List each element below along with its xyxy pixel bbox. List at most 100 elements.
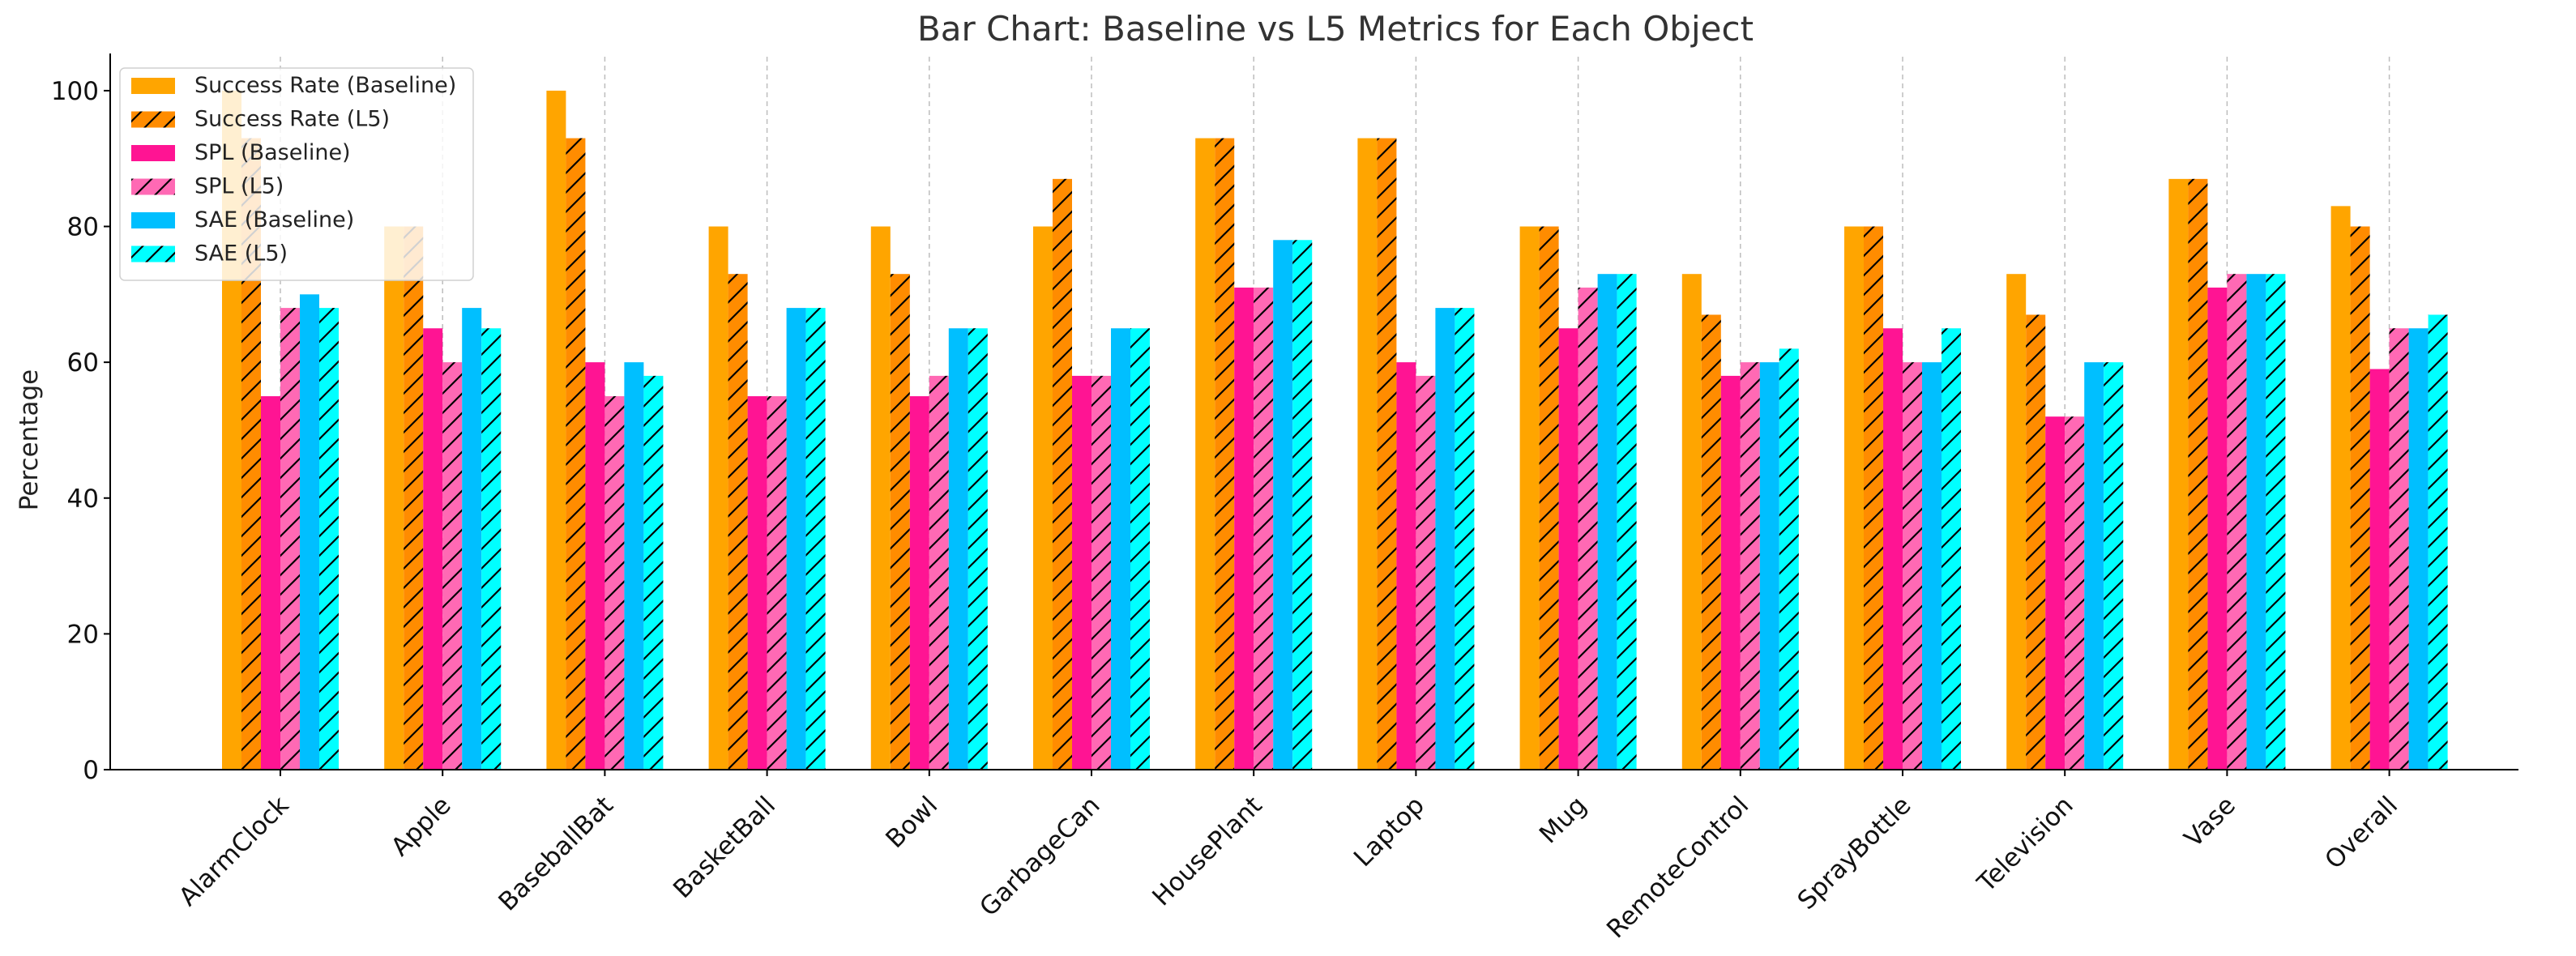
- bar: [546, 90, 566, 770]
- bar-hatch: [2188, 178, 2208, 770]
- bar-hatch: [728, 274, 748, 770]
- bar: [300, 294, 319, 770]
- bar-hatch: [1254, 287, 1274, 770]
- x-tick-label: Bowl: [880, 791, 943, 854]
- legend-label: SAE (Baseline): [194, 207, 354, 233]
- bar-hatch: [1903, 362, 1922, 770]
- bar-hatch: [2266, 274, 2286, 770]
- x-tick-label: Television: [1972, 791, 2079, 898]
- bar: [1435, 308, 1455, 770]
- chart-title: Bar Chart: Baseline vs L5 Metrics for Ea…: [917, 9, 1754, 49]
- bar-hatch: [1617, 274, 1637, 770]
- legend-swatch: [131, 212, 175, 228]
- bar-hatch: [1701, 314, 1721, 770]
- bar: [585, 362, 605, 770]
- x-tick-label: BaseballBat: [493, 791, 618, 916]
- bar: [948, 328, 968, 770]
- x-tick-label: Mug: [1534, 791, 1592, 849]
- legend-label: Success Rate (L5): [194, 107, 390, 132]
- y-tick-label: 100: [51, 77, 99, 106]
- bar: [1396, 362, 1416, 770]
- bar: [1519, 226, 1540, 770]
- bar: [1273, 240, 1293, 770]
- bar: [708, 226, 728, 770]
- bar-hatch: [1215, 138, 1235, 770]
- bar: [1883, 328, 1903, 770]
- bar-hatch: [643, 375, 664, 770]
- x-tick-label: RemoteControl: [1601, 791, 1754, 944]
- legend-box: [119, 67, 474, 281]
- x-tick-label: BasketBall: [668, 791, 781, 904]
- x-tick-label: Overall: [2319, 791, 2403, 875]
- bar: [2207, 287, 2228, 770]
- bar-hatch: [767, 396, 787, 770]
- bar: [1922, 362, 1942, 770]
- bar: [2168, 178, 2189, 770]
- bar: [1195, 138, 1215, 770]
- bar: [2045, 416, 2065, 770]
- bar-hatch: [442, 362, 463, 770]
- legend-swatch-hatch: [131, 245, 175, 262]
- bar-hatch: [566, 138, 586, 770]
- bar-hatch: [1942, 328, 1961, 770]
- bar: [1720, 375, 1741, 770]
- bar: [786, 308, 806, 770]
- bar: [1234, 287, 1254, 770]
- bar-hatch: [1091, 375, 1111, 770]
- bar: [1033, 226, 1053, 770]
- bar-hatch: [1539, 226, 1559, 770]
- bar-hatch: [1779, 348, 1799, 770]
- y-tick-label: 40: [67, 484, 99, 514]
- x-tick-label: GarbageCan: [974, 791, 1105, 922]
- bar-hatch: [805, 308, 826, 770]
- bar-hatch: [890, 274, 910, 770]
- bar: [2246, 274, 2266, 770]
- legend-swatch: [131, 78, 175, 94]
- bar-hatch: [1740, 362, 1760, 770]
- bar: [2408, 328, 2429, 770]
- bar: [2084, 362, 2104, 770]
- bar-hatch: [1130, 328, 1150, 770]
- legend-swatch: [131, 145, 175, 161]
- x-tick-label: SprayBottle: [1792, 791, 1917, 915]
- bar: [1111, 328, 1130, 770]
- legend-label: SPL (Baseline): [194, 140, 351, 165]
- bar: [2330, 206, 2351, 770]
- bar: [1597, 274, 1617, 770]
- legend-swatch-hatch: [131, 178, 175, 195]
- bar-hatch: [319, 308, 339, 770]
- bar-hatch: [1864, 226, 1883, 770]
- legend-label: SAE (L5): [194, 241, 288, 267]
- y-tick-label: 20: [67, 620, 99, 649]
- x-tick-label: AlarmClock: [173, 791, 295, 912]
- bar-hatch: [2428, 314, 2448, 770]
- bar-hatch: [1578, 287, 1598, 770]
- x-tick-label: Apple: [386, 791, 457, 862]
- bar: [1844, 226, 1864, 770]
- bar: [747, 396, 767, 770]
- bar-hatch: [2104, 362, 2124, 770]
- x-tick-label: Laptop: [1348, 791, 1430, 873]
- bar-hatch: [1377, 138, 1397, 770]
- bar: [1558, 328, 1578, 770]
- legend-swatch-hatch: [131, 111, 175, 128]
- x-tick-label: Vase: [2179, 791, 2241, 853]
- y-tick-label: 80: [67, 213, 99, 242]
- bar: [1759, 362, 1779, 770]
- bar: [384, 226, 404, 770]
- bar-hatch: [604, 396, 625, 770]
- bar-hatch: [1292, 240, 1313, 770]
- bar-hatch: [2227, 274, 2247, 770]
- bar-hatch: [1416, 375, 1436, 770]
- y-tick-label: 60: [67, 348, 99, 378]
- bars-layer: [222, 90, 2448, 770]
- bar: [462, 308, 482, 770]
- x-tick-label: HousePlant: [1147, 791, 1267, 911]
- bar-hatch: [929, 375, 949, 770]
- bar: [1072, 375, 1091, 770]
- bar: [909, 396, 929, 770]
- legend-label: Success Rate (Baseline): [194, 73, 456, 98]
- bar: [1681, 274, 1702, 770]
